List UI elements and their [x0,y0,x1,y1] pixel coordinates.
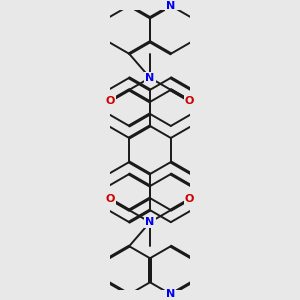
Text: N: N [166,289,176,299]
Text: O: O [185,194,194,204]
Text: O: O [106,194,115,204]
Text: O: O [106,96,115,106]
Text: N: N [166,1,176,11]
Text: N: N [146,217,154,227]
Text: O: O [185,96,194,106]
Text: N: N [146,73,154,83]
